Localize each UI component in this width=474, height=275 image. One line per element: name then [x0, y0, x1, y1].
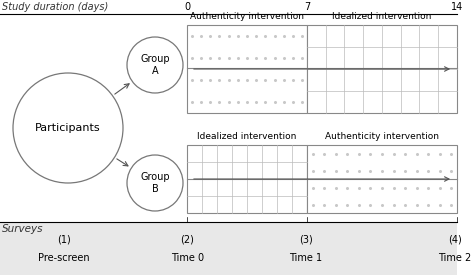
Text: 0: 0 — [184, 2, 190, 12]
Text: Study duration (days): Study duration (days) — [2, 2, 108, 12]
Text: 14: 14 — [451, 2, 463, 12]
Circle shape — [13, 73, 123, 183]
Bar — [187, 145, 307, 213]
Text: 7: 7 — [304, 2, 310, 12]
Circle shape — [127, 37, 183, 93]
Text: Time 0: Time 0 — [171, 253, 204, 263]
Text: Group
A: Group A — [140, 54, 170, 76]
Circle shape — [127, 155, 183, 211]
Bar — [307, 145, 457, 213]
Text: Idealized intervention: Idealized intervention — [332, 12, 432, 21]
Bar — [307, 25, 457, 113]
Text: Group
B: Group B — [140, 172, 170, 194]
Text: (1): (1) — [57, 235, 71, 245]
Bar — [0, 222, 457, 275]
Text: Surveys: Surveys — [2, 224, 44, 234]
Text: (4): (4) — [448, 235, 462, 245]
Text: Idealized intervention: Idealized intervention — [197, 132, 297, 141]
Text: Time 2: Time 2 — [438, 253, 472, 263]
Text: Authenticity intervention: Authenticity intervention — [325, 132, 439, 141]
Text: (2): (2) — [180, 235, 194, 245]
Text: Pre-screen: Pre-screen — [38, 253, 90, 263]
Text: (3): (3) — [299, 235, 313, 245]
Text: Time 1: Time 1 — [289, 253, 322, 263]
Text: Authenticity intervention: Authenticity intervention — [190, 12, 304, 21]
Bar — [187, 25, 307, 113]
Text: Participants: Participants — [35, 123, 101, 133]
